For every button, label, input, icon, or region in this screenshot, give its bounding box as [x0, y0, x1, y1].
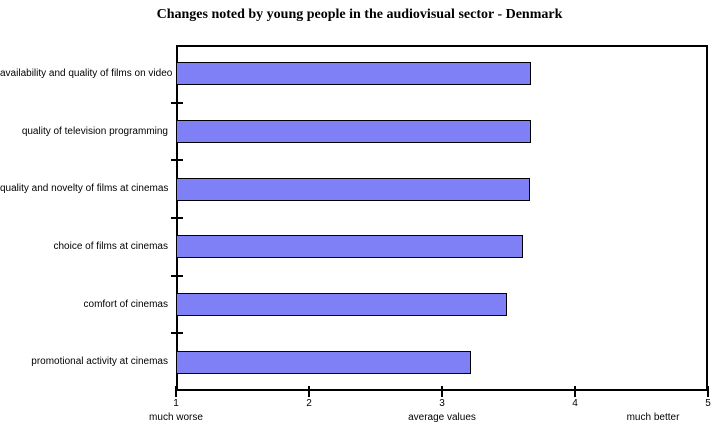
category-label: quality of television programming	[21, 125, 168, 137]
x-axis-tick-label: 1	[173, 398, 179, 409]
x-axis-annotation: much worse	[149, 412, 203, 423]
y-axis-tick	[171, 159, 183, 162]
x-axis-tick-label: 4	[572, 398, 578, 409]
y-axis-tick	[171, 274, 183, 277]
category-label: promotional activity at cinemas	[31, 356, 168, 368]
x-axis-tick	[308, 386, 310, 397]
x-axis-tick-label: 5	[705, 398, 711, 409]
bar	[176, 62, 532, 86]
x-axis-annotation: average values	[408, 412, 476, 423]
bar	[176, 350, 472, 374]
category-label: choice of films at cinemas	[53, 240, 169, 252]
x-axis-tick	[441, 386, 443, 397]
category-label: quality and novelty of films at cinemas	[0, 183, 169, 195]
x-axis-tick	[707, 386, 709, 397]
bar	[176, 235, 524, 259]
bar	[176, 120, 532, 143]
category-label: comfort of cinemas	[83, 298, 168, 310]
bar	[176, 293, 508, 316]
category-label: availability and quality of films on vid…	[0, 67, 173, 79]
x-axis-tick-label: 2	[306, 398, 312, 409]
x-axis-tick-label: 3	[439, 398, 445, 409]
bar	[176, 177, 530, 201]
chart-title: Changes noted by young people in the aud…	[156, 7, 563, 22]
x-axis-tick	[175, 386, 177, 397]
y-axis-tick	[171, 332, 183, 335]
y-axis-tick	[171, 217, 183, 219]
x-axis-tick	[574, 386, 576, 397]
plot-area	[176, 45, 708, 391]
x-axis-annotation: much better	[626, 412, 680, 423]
y-axis-tick	[171, 101, 183, 104]
